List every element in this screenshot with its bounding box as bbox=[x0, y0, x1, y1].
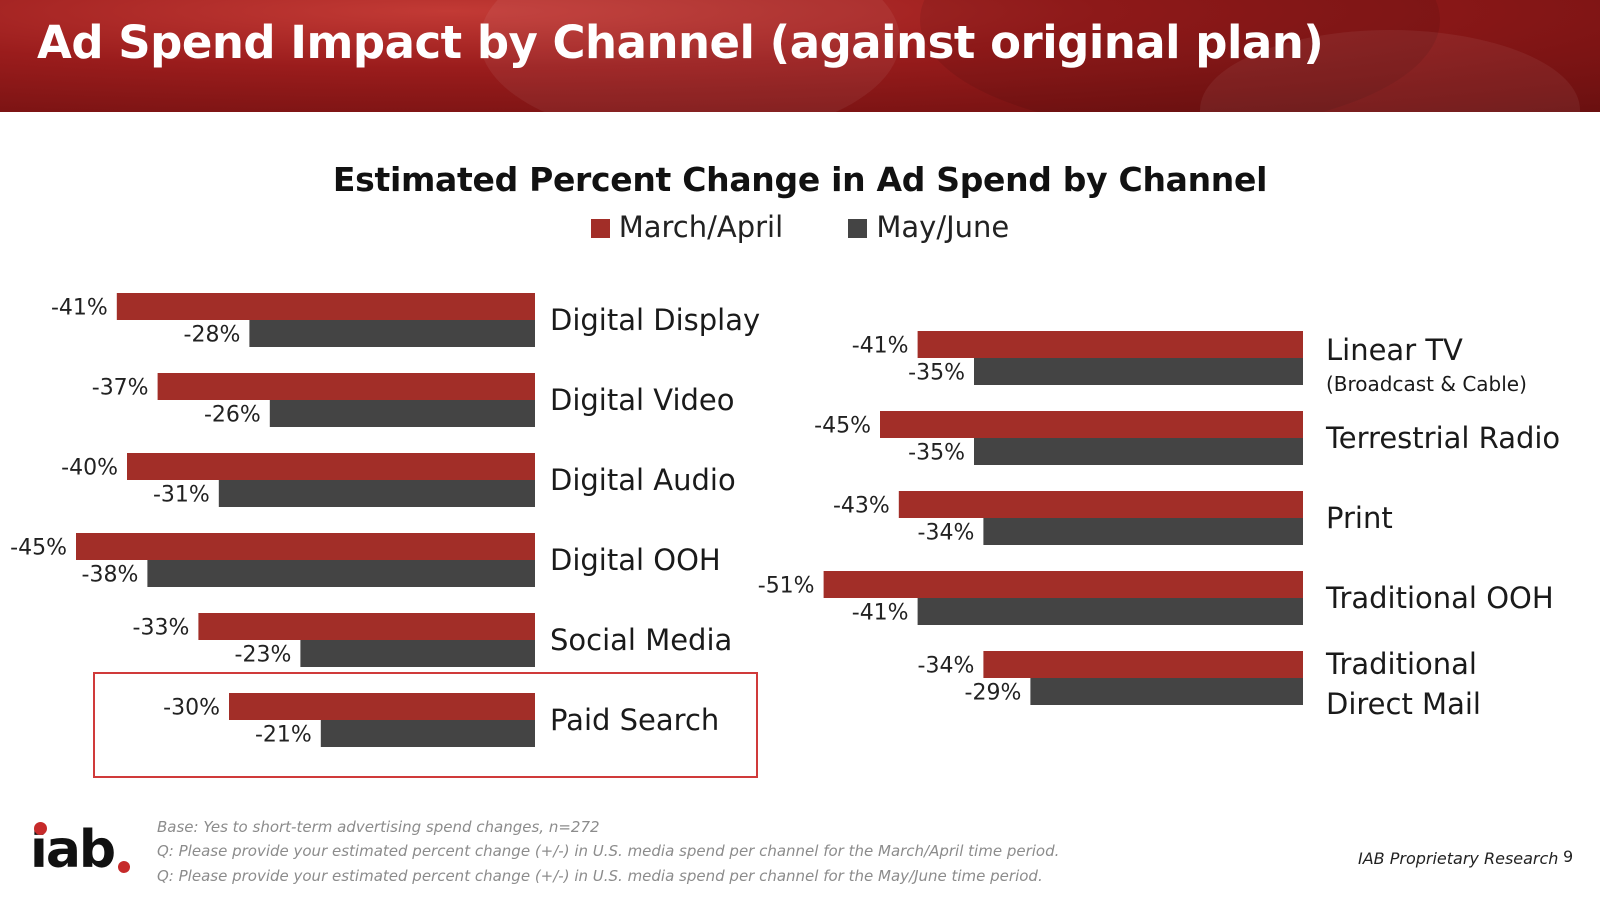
data-label-paid-search-march-april: -30% bbox=[163, 696, 220, 721]
bar-digital-audio-march-april bbox=[127, 453, 535, 480]
bar-paid-search-may-june bbox=[320, 720, 535, 747]
bar-digital-ooh-may-june bbox=[147, 560, 535, 587]
data-label-paid-search-may-june: -21% bbox=[255, 723, 312, 748]
bar-linear-tv-may-june bbox=[974, 358, 1303, 385]
category-label-terrestrial-radio: Terrestrial Radio bbox=[1325, 421, 1560, 455]
data-label-digital-audio-may-june: -31% bbox=[153, 483, 210, 508]
legend-label-march-april: March/April bbox=[618, 210, 784, 244]
footnote-base: Base: Yes to short-term advertising spen… bbox=[157, 818, 600, 836]
bar-print-may-june bbox=[983, 518, 1303, 545]
data-label-linear-tv-may-june: -35% bbox=[908, 361, 965, 386]
bar-print-march-april bbox=[898, 491, 1303, 518]
bar-traditional-direct-mail-may-june bbox=[1030, 678, 1303, 705]
bar-traditional-direct-mail-march-april bbox=[983, 651, 1303, 678]
data-label-print-march-april: -43% bbox=[833, 494, 890, 519]
category-label-linear-tv: Linear TV bbox=[1326, 333, 1463, 367]
data-label-traditional-direct-mail-march-april: -34% bbox=[918, 654, 975, 679]
proprietary-notice: IAB Proprietary Research bbox=[1358, 849, 1559, 868]
bar-social-media-may-june bbox=[300, 640, 535, 667]
category-label-print: Print bbox=[1326, 501, 1393, 535]
footnote-question-2: Q: Please provide your estimated percent… bbox=[157, 867, 1043, 885]
bar-digital-ooh-march-april bbox=[76, 533, 535, 560]
data-label-social-media-may-june: -23% bbox=[235, 643, 292, 668]
category-label-paid-search: Paid Search bbox=[550, 703, 719, 737]
page-number: 9 bbox=[1563, 847, 1574, 866]
page-title: Ad Spend Impact by Channel (against orig… bbox=[37, 16, 1324, 69]
data-label-terrestrial-radio-march-april: -45% bbox=[814, 414, 871, 439]
category-label-social-media: Social Media bbox=[550, 623, 732, 657]
data-label-print-may-june: -34% bbox=[918, 521, 975, 546]
category-label-digital-ooh: Digital OOH bbox=[550, 543, 721, 577]
bar-digital-video-may-june bbox=[269, 400, 535, 427]
data-label-linear-tv-march-april: -41% bbox=[852, 334, 909, 359]
legend-swatch-march-april bbox=[590, 219, 610, 238]
legend-item-march-april: March/April bbox=[590, 210, 784, 244]
bar-digital-display-march-april bbox=[116, 293, 536, 320]
bar-digital-audio-may-june bbox=[218, 480, 536, 507]
bar-linear-tv-march-april bbox=[917, 331, 1303, 358]
data-label-traditional-ooh-may-june: -41% bbox=[852, 601, 909, 626]
category-sublabel-linear-tv: (Broadcast & Cable) bbox=[1326, 372, 1527, 396]
data-label-digital-audio-march-april: -40% bbox=[61, 456, 118, 481]
bar-terrestrial-radio-may-june bbox=[974, 438, 1303, 465]
data-label-traditional-direct-mail-may-june: -29% bbox=[965, 681, 1022, 706]
header-banner: Ad Spend Impact by Channel (against orig… bbox=[0, 0, 1600, 112]
legend-swatch-may-june bbox=[848, 219, 868, 238]
category-label-digital-display: Digital Display bbox=[550, 303, 760, 337]
category-label-traditional-ooh: Traditional OOH bbox=[1325, 581, 1554, 615]
data-label-digital-display-march-april: -41% bbox=[51, 296, 108, 321]
data-label-terrestrial-radio-may-june: -35% bbox=[908, 441, 965, 466]
data-label-digital-ooh-may-june: -38% bbox=[82, 563, 139, 588]
data-label-digital-video-march-april: -37% bbox=[92, 376, 149, 401]
bar-traditional-ooh-march-april bbox=[823, 571, 1303, 598]
bar-terrestrial-radio-march-april bbox=[880, 411, 1303, 438]
category-label-digital-video: Digital Video bbox=[550, 383, 735, 417]
iab-logo-dot bbox=[118, 861, 130, 873]
iab-logo-dot-i bbox=[34, 822, 47, 835]
bar-paid-search-march-april bbox=[229, 693, 535, 720]
bar-traditional-ooh-may-june bbox=[917, 598, 1303, 625]
data-label-digital-display-may-june: -28% bbox=[184, 323, 241, 348]
legend-label-may-june: May/June bbox=[876, 210, 1010, 244]
footnote-question-1: Q: Please provide your estimated percent… bbox=[157, 842, 1060, 860]
category-label-traditional-direct-mail-line2: Direct Mail bbox=[1326, 687, 1481, 721]
category-label-traditional-direct-mail: Traditional bbox=[1325, 647, 1477, 681]
chart-title: Estimated Percent Change in Ad Spend by … bbox=[332, 160, 1268, 199]
category-label-digital-audio: Digital Audio bbox=[550, 463, 736, 497]
legend-item-may-june: May/June bbox=[848, 210, 1009, 244]
highlight-box-paid-search bbox=[93, 672, 758, 778]
legend: March/April May/June bbox=[0, 210, 1600, 244]
data-label-social-media-march-april: -33% bbox=[133, 616, 190, 641]
bar-digital-video-march-april bbox=[157, 373, 535, 400]
bar-digital-display-may-june bbox=[249, 320, 535, 347]
bar-social-media-march-april bbox=[198, 613, 535, 640]
data-label-traditional-ooh-march-april: -51% bbox=[758, 574, 815, 599]
data-label-digital-ooh-march-april: -45% bbox=[10, 536, 67, 561]
data-label-digital-video-may-june: -26% bbox=[204, 403, 261, 428]
